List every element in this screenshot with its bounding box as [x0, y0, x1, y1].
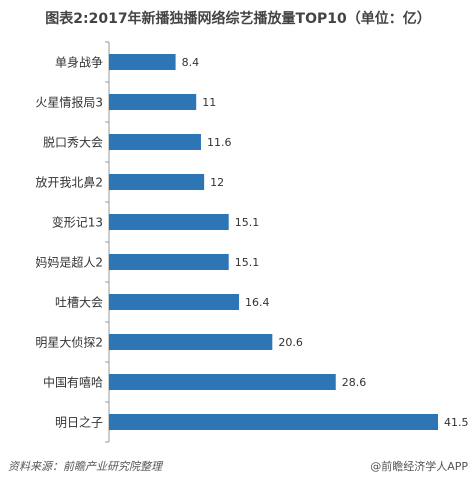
- footer: 资料来源：前瞻产业研究院整理 @前瞻经济学人APP: [0, 458, 476, 480]
- value-label: 28.6: [342, 376, 367, 389]
- value-label: 15.1: [235, 256, 260, 269]
- bars-group: [105, 41, 439, 443]
- bar: [109, 214, 229, 230]
- brand-credit: @前瞻经济学人APP: [370, 460, 468, 473]
- value-label: 8.4: [182, 56, 200, 69]
- bar: [109, 94, 197, 110]
- category-label: 明星大侦探2: [35, 336, 103, 350]
- value-label: 20.6: [278, 336, 303, 349]
- value-label: 41.5: [444, 416, 469, 429]
- bar: [109, 254, 229, 270]
- value-labels-group: 8.4 11 11.6 12 15.1 15.1 16.4 20.6 28.6 41.5: [182, 56, 469, 429]
- value-label: 11.6: [207, 136, 232, 149]
- value-label: 16.4: [245, 296, 270, 309]
- category-label: 脱口秀大会: [43, 135, 103, 150]
- value-label: 11: [202, 96, 216, 109]
- source-note: 资料来源：前瞻产业研究院整理: [8, 460, 162, 473]
- category-label: 火星情报局3: [35, 95, 103, 110]
- chart-title: 图表2:2017年新播独播网络综艺播放量TOP10（单位：亿）: [45, 11, 431, 27]
- category-label: 妈妈是超人2: [35, 255, 103, 270]
- bar: [109, 294, 240, 310]
- category-label: 变形记13: [52, 215, 103, 230]
- value-label: 12: [210, 176, 224, 189]
- bar: [109, 414, 439, 430]
- category-label: 放开我北鼻2: [35, 175, 103, 190]
- category-label: 中国有嘻哈: [43, 375, 103, 390]
- category-label: 单身战争: [55, 55, 103, 70]
- bar-chart: 单身战争火星情报局3 脱口秀大会放开我北鼻2 变形记13 妈妈是超人2 吐槽大会明星大侦…: [0, 40, 476, 450]
- bar: [109, 134, 201, 150]
- category-label: 明日之子: [55, 416, 103, 430]
- bar: [109, 174, 205, 190]
- category-label: 吐槽大会: [55, 296, 103, 310]
- bar: [109, 334, 273, 350]
- bar: [109, 374, 336, 390]
- bar: [109, 54, 176, 70]
- value-label: 15.1: [235, 216, 260, 229]
